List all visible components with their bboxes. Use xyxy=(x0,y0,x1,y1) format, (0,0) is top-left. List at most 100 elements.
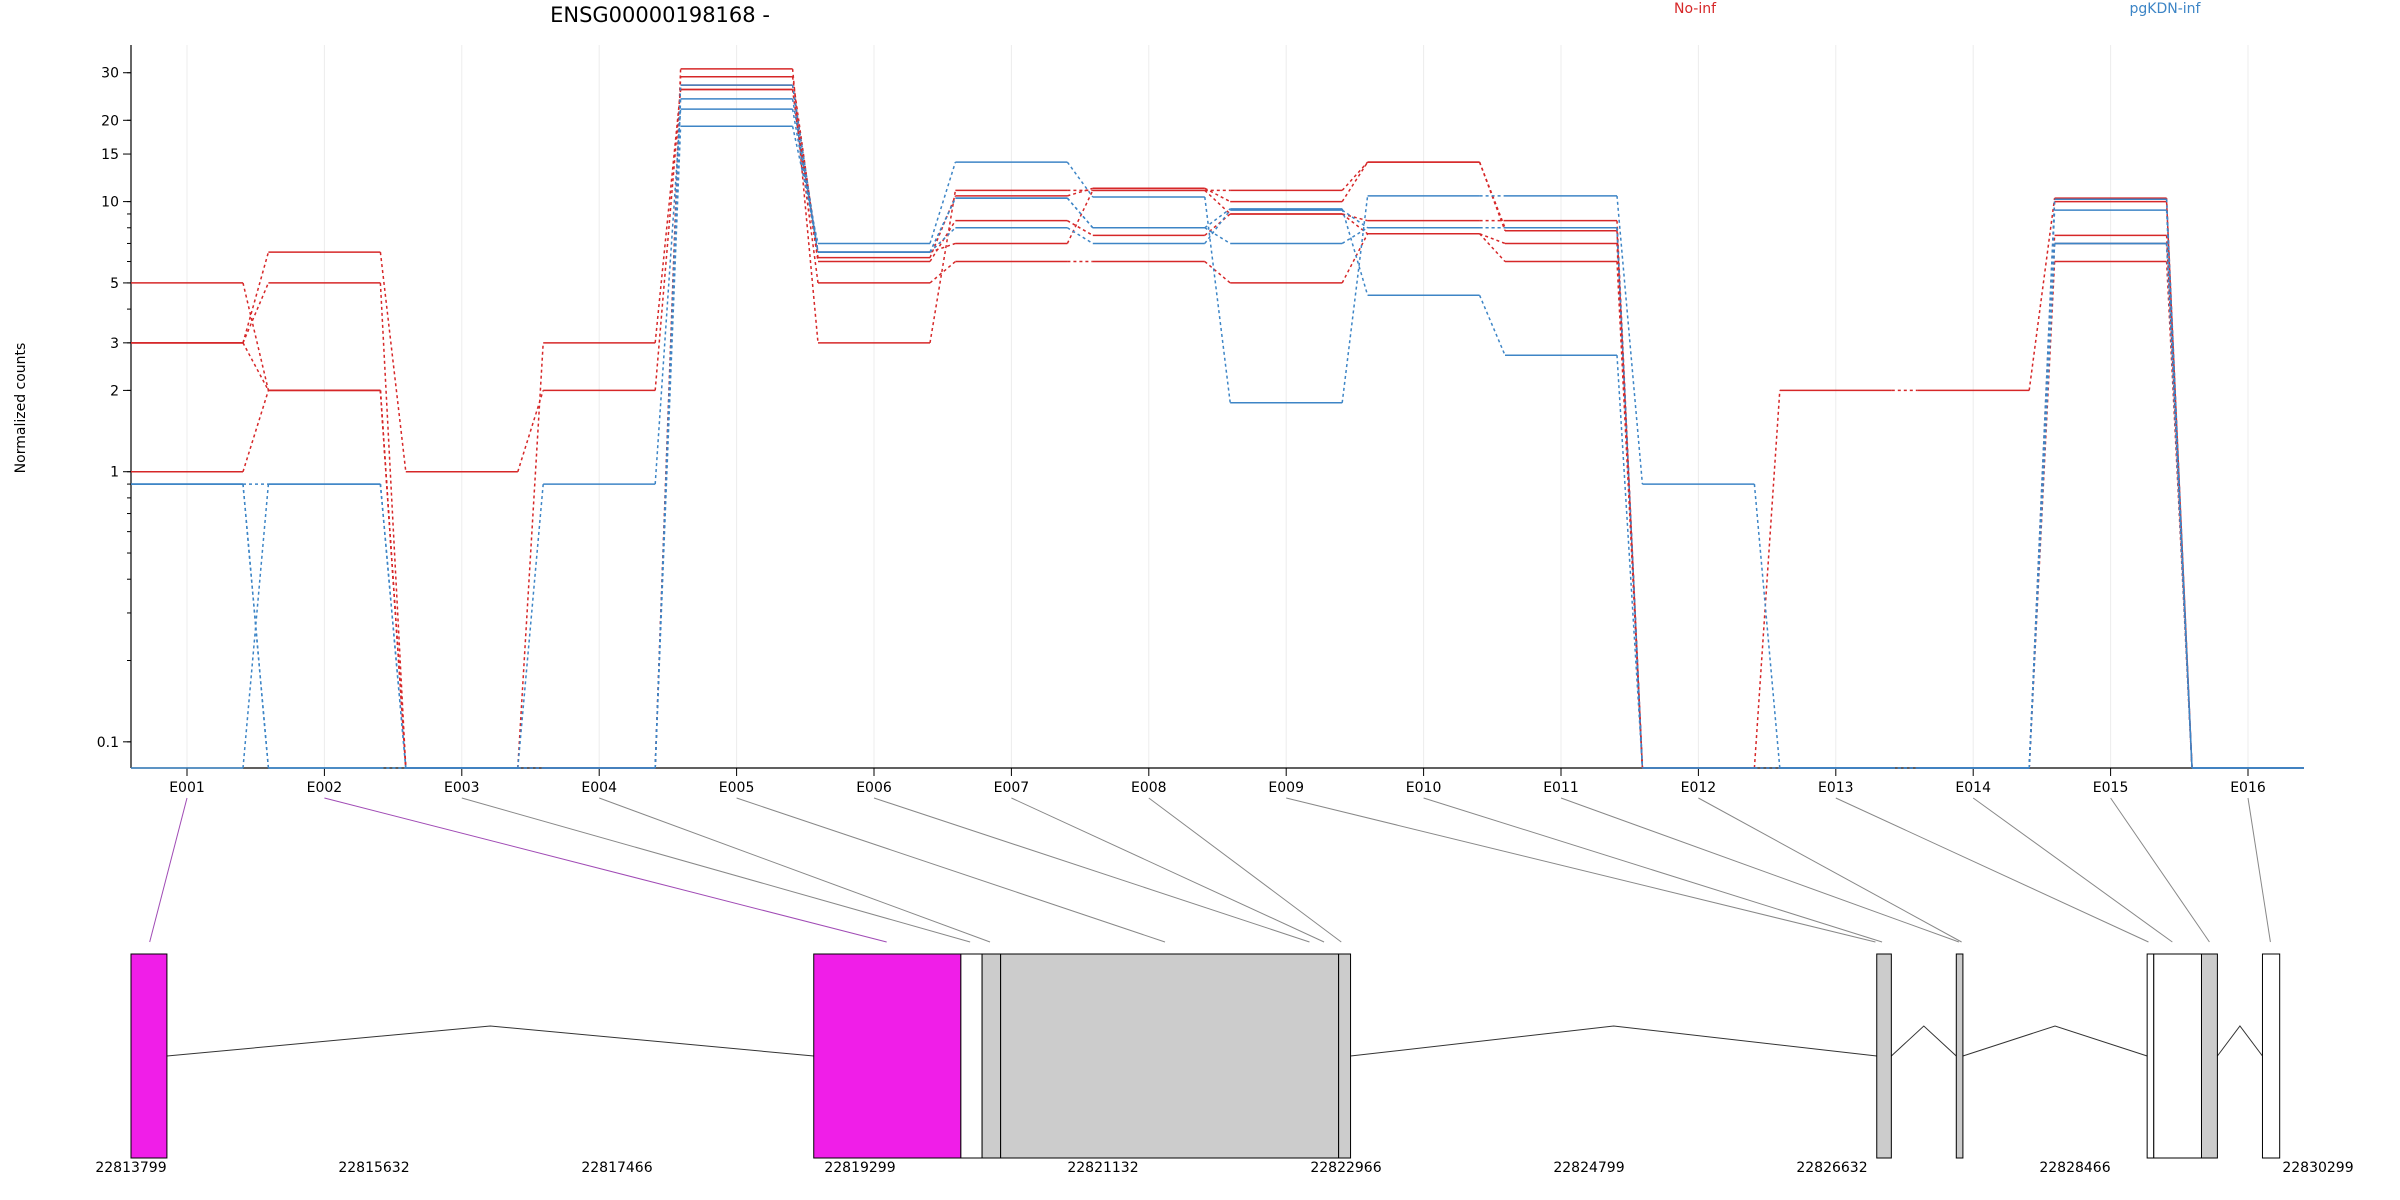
exon-block xyxy=(2153,953,2202,1159)
coordinate-label: 22821132 xyxy=(1067,1160,1138,1176)
x-tick-label: E014 xyxy=(1955,780,1991,796)
intron xyxy=(166,1025,814,1057)
series-transition xyxy=(791,98,819,253)
exon-connector xyxy=(599,797,991,943)
y-tick-label: 0.1 xyxy=(97,735,119,751)
series-transition xyxy=(1204,208,1231,229)
series-line xyxy=(131,75,2304,769)
x-tick-label: E002 xyxy=(307,780,343,796)
series-transition xyxy=(654,85,682,769)
legend-pgkdn-inf: pgKDN-inf xyxy=(2130,1,2202,17)
series-line xyxy=(131,84,2304,769)
series-transition xyxy=(929,190,957,343)
x-tick-label: E006 xyxy=(856,780,892,796)
series-transition xyxy=(1341,161,1369,191)
series-transition xyxy=(1204,213,1231,236)
exon-connector xyxy=(1835,797,2149,943)
vertical-gridlines xyxy=(186,45,2249,768)
series-transition xyxy=(379,390,407,769)
series-transition xyxy=(1067,187,1094,197)
series-line xyxy=(131,98,2304,769)
x-tick-label: E008 xyxy=(1131,780,1167,796)
x-tick-label: E013 xyxy=(1818,780,1854,796)
coordinate-label: 22826632 xyxy=(1796,1160,1867,1176)
series-line xyxy=(131,88,2304,769)
exon-block xyxy=(813,953,962,1159)
y-axis-label: Normalized counts xyxy=(13,343,29,474)
series-transition xyxy=(654,89,682,343)
exon-connector xyxy=(873,797,1310,943)
exon-block xyxy=(981,953,1002,1159)
coordinate-label: 22817466 xyxy=(581,1160,652,1176)
legend-no-inf: No-inf xyxy=(1674,1,1717,17)
series-transition xyxy=(517,390,544,472)
exon-connector xyxy=(2247,797,2271,943)
series-lines xyxy=(131,68,2304,769)
intron xyxy=(1890,1025,1957,1057)
series-transition xyxy=(1204,260,1231,284)
series-line xyxy=(131,125,2304,769)
series-transition xyxy=(929,161,957,244)
series-transition xyxy=(2028,199,2056,769)
series-transition xyxy=(929,197,957,253)
x-tick-label: E015 xyxy=(2093,780,2129,796)
coordinate-label: 22828466 xyxy=(2039,1160,2110,1176)
exon-block xyxy=(1876,953,1892,1159)
y-tick-label: 10 xyxy=(101,195,119,211)
series-transition xyxy=(2165,199,2193,769)
exon-connector xyxy=(2110,797,2210,943)
exon-connector xyxy=(149,797,188,943)
intron xyxy=(1962,1025,2148,1057)
series-transition xyxy=(517,342,544,769)
gene-model: 22813799 22815632 22817466 22819299 22821132… xyxy=(95,953,2354,1176)
exon-connector xyxy=(1286,797,1876,943)
series-transition xyxy=(1341,209,1369,229)
series-transition xyxy=(1066,190,1094,244)
series-transition xyxy=(1616,195,1644,485)
exon-connector xyxy=(1423,797,1883,943)
x-tick-label: E007 xyxy=(994,780,1030,796)
exon-block xyxy=(2200,953,2218,1159)
exon-connector xyxy=(1011,797,1325,943)
coordinate-label: 22819299 xyxy=(824,1160,895,1176)
intron xyxy=(1350,1025,1877,1057)
coordinate-label: 22824799 xyxy=(1553,1160,1624,1176)
series-transition xyxy=(1478,161,1506,229)
series-transition xyxy=(1616,355,1644,769)
exon-block xyxy=(2261,953,2281,1159)
coordinate-label: 22822966 xyxy=(1310,1160,1381,1176)
series-transition xyxy=(1341,161,1369,203)
series-transition xyxy=(791,68,819,343)
series-line xyxy=(131,108,2304,769)
series-transition xyxy=(242,251,270,344)
y-tick-label: 2 xyxy=(110,383,119,399)
intron xyxy=(2216,1025,2263,1057)
exon-block xyxy=(130,953,168,1159)
series-transition xyxy=(379,252,407,472)
series-transition xyxy=(654,89,682,391)
exon-block xyxy=(1955,953,1964,1159)
coordinate-label: 22815632 xyxy=(338,1160,409,1176)
y-tick-label: 20 xyxy=(101,113,119,129)
series-transition xyxy=(1341,233,1369,284)
series-transition xyxy=(929,242,956,253)
series-transition xyxy=(1753,484,1781,769)
series-transition xyxy=(1067,220,1094,237)
x-tick-label: E012 xyxy=(1681,780,1717,796)
y-tick-label: 30 xyxy=(101,66,119,82)
series-transition xyxy=(791,126,819,244)
series-transition xyxy=(242,282,270,391)
series-transition xyxy=(1067,227,1094,245)
exon-connector xyxy=(1972,797,2173,943)
series-transition xyxy=(242,390,270,472)
y-tick-label: 3 xyxy=(110,336,119,352)
x-tick-label: E016 xyxy=(2230,780,2266,796)
x-tick-label: E004 xyxy=(581,780,617,796)
x-tick-label: E009 xyxy=(1268,780,1304,796)
chart-title: ENSG00000198168 - xyxy=(550,3,770,27)
x-tick-label: E005 xyxy=(719,780,755,796)
exon-connector xyxy=(736,797,1166,943)
series-line xyxy=(131,84,2304,769)
series-transition xyxy=(1479,233,1506,245)
